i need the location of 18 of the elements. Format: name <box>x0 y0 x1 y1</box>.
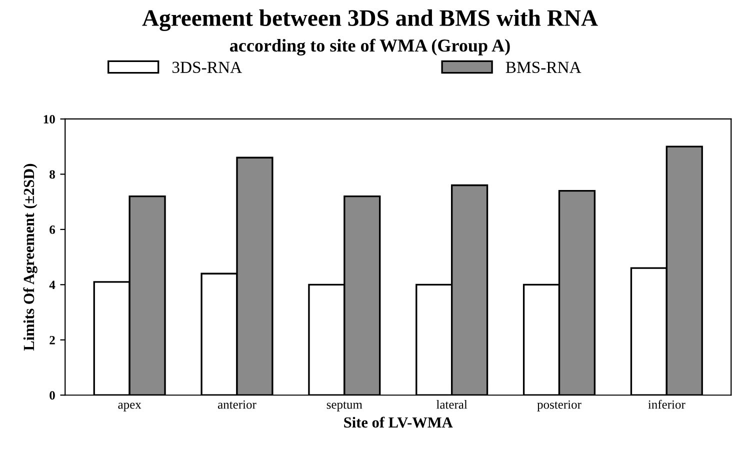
y-tick-label: 10 <box>44 115 55 124</box>
chart-subtitle: according to site of WMA (Group A) <box>230 38 510 56</box>
y-tick-label: 4 <box>49 280 56 290</box>
y-tick-label: 0 <box>50 391 55 400</box>
x-tick-label: apex <box>118 402 142 412</box>
y-axis-title: Limits Of Agreement (±2SD) <box>23 164 38 351</box>
chart-title: Agreement between 3DS and BMS with RNA <box>142 9 598 32</box>
x-tick-label: lateral <box>436 400 468 409</box>
y-tick-label: 6 <box>50 226 56 234</box>
x-tick-label: anterior <box>218 400 256 409</box>
x-tick-label: inferior <box>648 400 686 409</box>
x-tick-label: posterior <box>537 400 582 412</box>
legend-label: BMS-RNA <box>506 62 582 73</box>
y-tick-label: 8 <box>50 170 55 179</box>
y-tick-label: 2 <box>50 336 55 344</box>
x-axis-title: Site of LV-WMA <box>344 416 453 428</box>
legend-label: 3DS-RNA <box>172 62 242 73</box>
x-tick-label: septum <box>326 402 362 412</box>
